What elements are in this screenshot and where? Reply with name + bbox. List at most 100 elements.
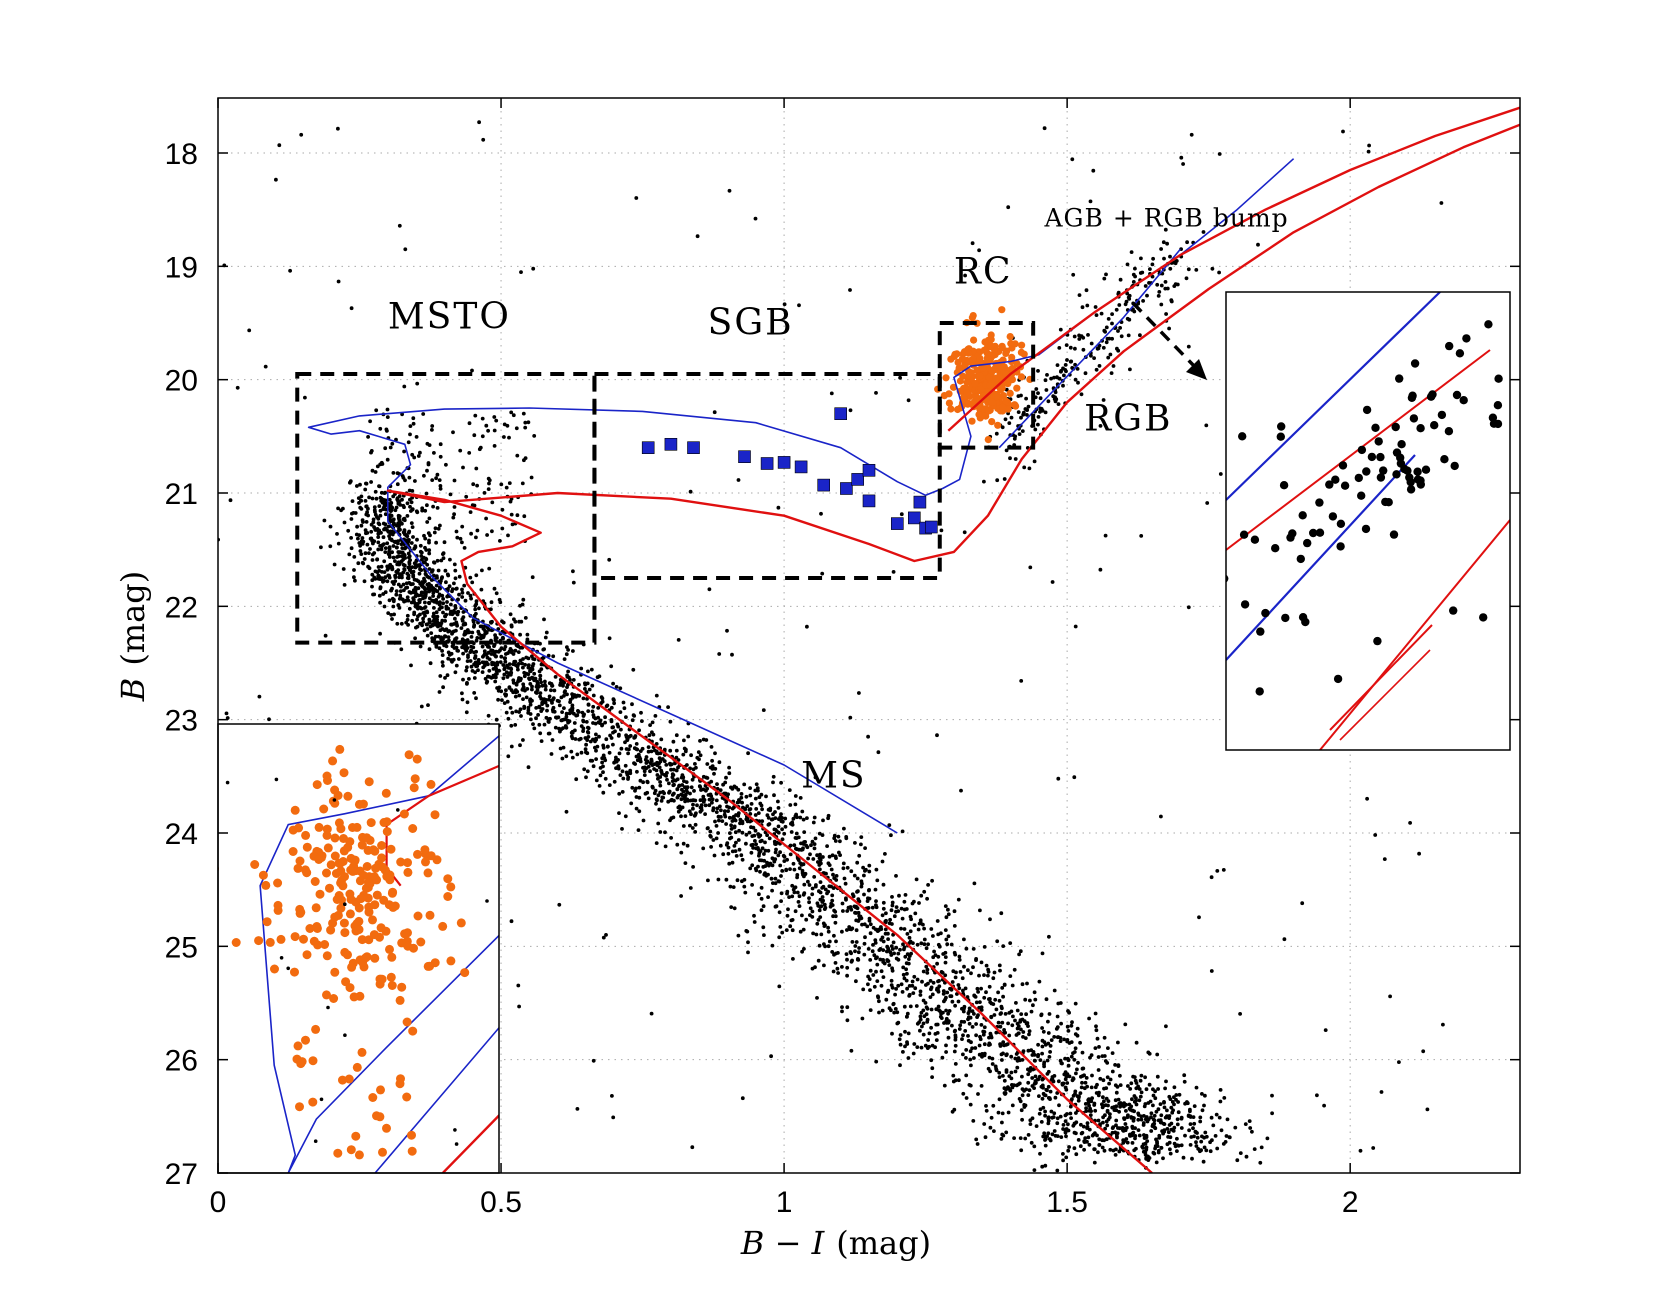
field-star: [831, 872, 835, 877]
field-star: [666, 705, 670, 709]
field-star: [578, 736, 583, 741]
field-star: [460, 645, 464, 650]
field-star: [452, 581, 456, 586]
field-star: [527, 677, 532, 682]
field-star: [461, 465, 465, 470]
field-star: [1114, 1123, 1118, 1128]
field-star: [998, 1044, 1003, 1048]
field-star: [609, 719, 614, 724]
field-star: [428, 661, 433, 666]
field-star: [1139, 256, 1143, 261]
field-star: [756, 846, 760, 850]
field-star: [542, 647, 546, 651]
inset-red-clump-star: [386, 844, 396, 854]
field-star: [394, 592, 399, 597]
field-star: [827, 863, 832, 867]
field-star: [1075, 1033, 1080, 1038]
field-star: [373, 569, 378, 574]
field-star: [1001, 944, 1006, 948]
field-star: [883, 927, 888, 932]
field-star: [1073, 1046, 1078, 1051]
field-star: [898, 1063, 902, 1068]
field-star: [1408, 821, 1412, 825]
field-star: [868, 922, 873, 927]
field-star: [1171, 1129, 1176, 1133]
inset-red-clump-star: [339, 768, 349, 778]
field-star: [962, 530, 967, 535]
field-star: [671, 739, 676, 744]
field-star: [348, 479, 353, 484]
field-star: [472, 433, 477, 438]
field-star: [733, 849, 738, 853]
field-star: [1053, 1095, 1058, 1100]
field-star: [748, 812, 753, 816]
field-star: [486, 662, 490, 667]
field-star: [817, 856, 822, 860]
field-star: [274, 177, 278, 182]
field-star: [873, 941, 878, 945]
field-star: [385, 429, 389, 433]
field-star: [506, 754, 511, 759]
field-star: [809, 843, 813, 848]
field-star: [856, 919, 861, 923]
field-star: [1169, 299, 1174, 304]
field-star: [848, 408, 853, 413]
field-star: [902, 976, 907, 981]
field-star: [1143, 1075, 1147, 1080]
field-star: [992, 970, 997, 975]
field-star: [1079, 1122, 1083, 1127]
field-star: [368, 547, 372, 551]
field-star: [603, 715, 607, 720]
field-star: [979, 1005, 984, 1010]
field-star: [774, 847, 778, 852]
field-star: [818, 852, 822, 857]
field-star: [908, 929, 913, 934]
field-star: [1125, 1115, 1130, 1120]
field-star: [473, 654, 478, 658]
field-star: [409, 521, 414, 525]
field-star: [623, 740, 627, 745]
field-star: [1089, 341, 1094, 346]
field-star: [383, 490, 387, 495]
field-star: [1141, 1149, 1146, 1154]
field-star: [1322, 1103, 1326, 1108]
field-star: [1026, 404, 1031, 409]
field-star: [1118, 1104, 1122, 1109]
field-star: [421, 412, 426, 416]
field-star: [1096, 1068, 1101, 1072]
field-star: [1192, 1104, 1197, 1108]
field-star: [408, 504, 412, 509]
field-star: [989, 1033, 993, 1038]
field-star: [953, 1043, 958, 1048]
field-star: [475, 663, 479, 667]
field-star: [1020, 1074, 1024, 1079]
field-star: [964, 1096, 969, 1100]
field-star: [1197, 915, 1201, 920]
field-star: [915, 977, 920, 982]
field-star: [427, 647, 432, 652]
field-star: [557, 902, 562, 907]
field-star: [511, 652, 516, 656]
field-star: [657, 765, 662, 770]
field-star: [742, 782, 747, 787]
field-star: [927, 1044, 931, 1049]
field-star: [822, 871, 827, 875]
field-star: [417, 600, 422, 605]
field-star: [912, 974, 917, 979]
inset-red-clump-star: [310, 877, 320, 886]
field-star: [504, 652, 508, 656]
field-star: [490, 662, 495, 667]
inset-red-clump-star: [330, 967, 340, 977]
red-clump-star: [969, 312, 977, 320]
field-star: [756, 832, 760, 836]
field-star: [1077, 293, 1082, 297]
field-star: [414, 592, 419, 597]
field-star: [919, 893, 924, 898]
field-star: [952, 924, 957, 928]
field-star: [397, 606, 402, 610]
field-star: [667, 781, 671, 786]
field-star: [917, 1020, 921, 1025]
field-star: [827, 854, 832, 859]
field-star: [1033, 1081, 1038, 1085]
field-star: [1201, 1159, 1206, 1164]
